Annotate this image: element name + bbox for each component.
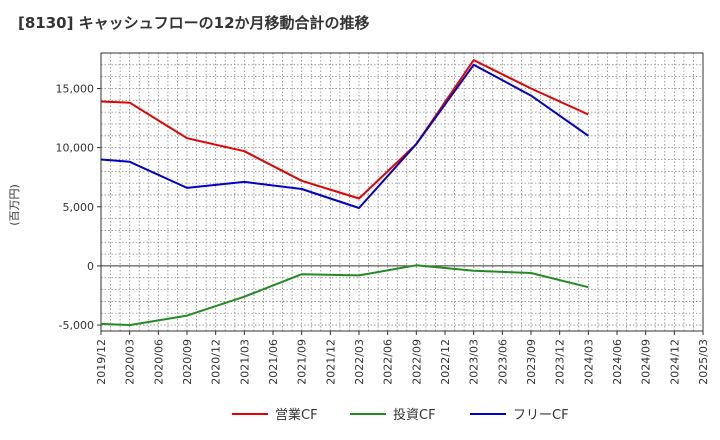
x-tick-label: 2020/12 [210, 339, 223, 385]
legend: 営業CF 投資CF フリーCF [232, 407, 569, 423]
x-tick-label: 2023/06 [496, 339, 509, 385]
x-tick-label: 2021/09 [296, 339, 309, 385]
y-tick-label: -5,000 [59, 319, 94, 332]
grid-lines [101, 53, 703, 331]
chart-title: [8130] キャッシュフローの12か月移動合計の推移 [18, 14, 370, 32]
series-line [100, 264, 589, 327]
x-tick-label: 2023/09 [525, 339, 538, 385]
x-tick-label: 2021/03 [238, 339, 251, 385]
y-tick-label: 0 [87, 260, 94, 273]
legend-label: 営業CF [275, 407, 318, 423]
x-tick-label: 2024/03 [582, 339, 595, 385]
x-tick-label: 2024/06 [611, 339, 624, 385]
x-tick-label: 2021/12 [324, 339, 337, 385]
y-tick-label: 5,000 [63, 201, 95, 214]
x-tick-label: 2022/06 [382, 339, 395, 385]
x-tick-label: 2023/12 [554, 339, 567, 385]
x-tick-label: 2025/03 [697, 339, 710, 385]
x-tick-label: 2023/03 [468, 339, 481, 385]
x-axis: 2019/12 2020/03 2020/06 2020/09 2020/12 2021/… [95, 331, 710, 385]
x-tick-label: 2024/12 [668, 339, 681, 385]
y-axis-label: (百万円) [8, 184, 21, 226]
legend-label: 投資CF [393, 407, 436, 423]
x-tick-label: 2022/09 [410, 339, 423, 385]
plot-frame [100, 52, 704, 332]
series-line [100, 59, 589, 200]
x-tick-label: 2022/03 [353, 339, 366, 385]
x-tick-label: 2019/12 [95, 339, 108, 385]
x-tick-label: 2020/03 [124, 339, 137, 385]
x-tick-label: 2020/06 [152, 339, 165, 385]
legend-label: フリーCF [513, 408, 569, 423]
y-axis: -5,000 0 5,000 10,000 15,000 [56, 82, 101, 332]
y-tick-label: 15,000 [56, 82, 95, 95]
x-tick-label: 2020/09 [181, 339, 194, 385]
series-lines [100, 59, 589, 327]
series-line [100, 63, 589, 209]
y-tick-label: 10,000 [56, 142, 95, 155]
x-tick-label: 2024/09 [640, 339, 653, 385]
x-tick-label: 2022/12 [439, 339, 452, 385]
x-tick-label: 2021/06 [267, 339, 280, 385]
